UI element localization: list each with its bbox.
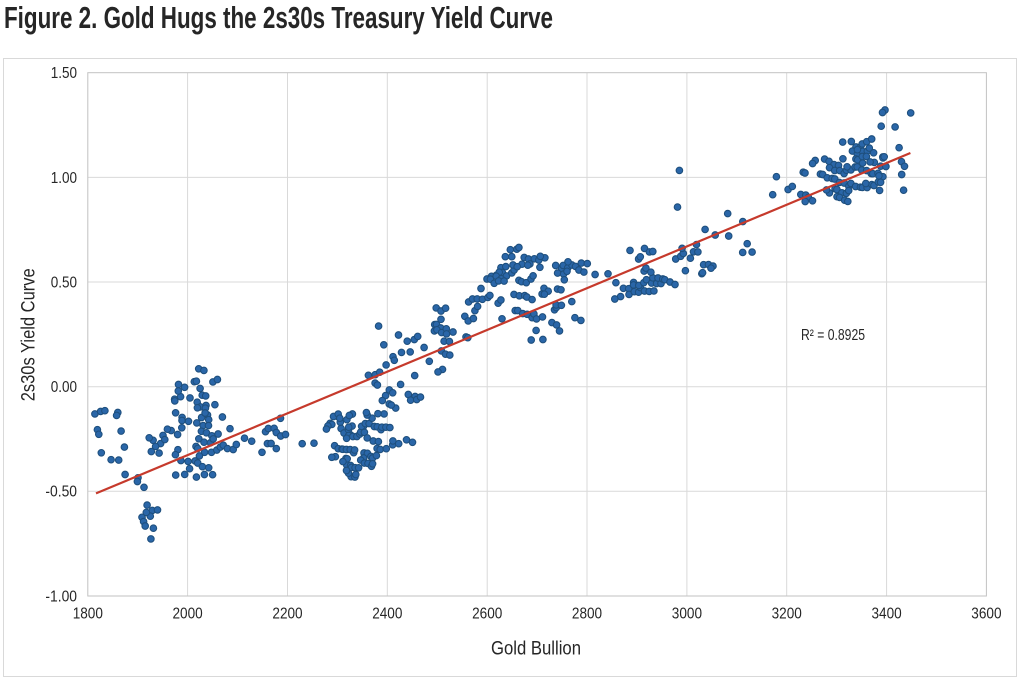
svg-text:2200: 2200: [272, 606, 303, 623]
svg-text:0.50: 0.50: [51, 274, 78, 291]
svg-text:2s30s Yield Curve: 2s30s Yield Curve: [19, 268, 40, 401]
svg-text:3000: 3000: [672, 606, 703, 623]
svg-text:2000: 2000: [173, 606, 204, 623]
svg-text:-0.50: -0.50: [45, 484, 77, 501]
svg-text:2600: 2600: [472, 606, 503, 623]
svg-text:1.50: 1.50: [51, 65, 78, 82]
svg-text:3400: 3400: [872, 606, 903, 623]
svg-text:Gold Bullion: Gold Bullion: [491, 639, 581, 660]
svg-text:-1.00: -1.00: [45, 588, 77, 605]
svg-text:1.00: 1.00: [51, 170, 78, 187]
svg-text:R² = 0.8925: R² = 0.8925: [801, 327, 865, 344]
svg-text:3200: 3200: [772, 606, 803, 623]
svg-text:2800: 2800: [572, 606, 603, 623]
svg-text:1800: 1800: [73, 606, 104, 623]
svg-text:3600: 3600: [971, 606, 1002, 623]
svg-text:Figure 2. Gold Hugs the 2s30s: Figure 2. Gold Hugs the 2s30s Treasury Y…: [4, 0, 553, 35]
svg-text:0.00: 0.00: [51, 379, 78, 396]
svg-text:2400: 2400: [372, 606, 403, 623]
